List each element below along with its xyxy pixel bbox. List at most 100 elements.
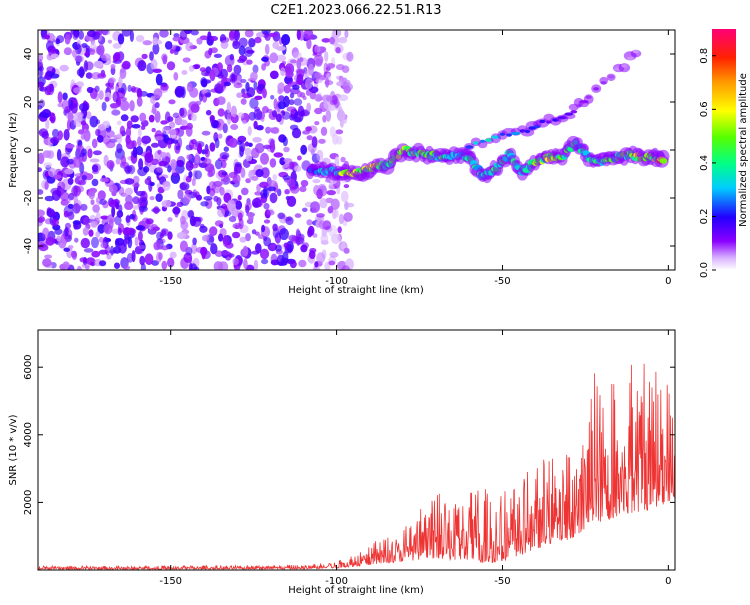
noise-speckle bbox=[44, 254, 52, 259]
noise-speckle bbox=[64, 33, 71, 45]
noise-speckle bbox=[45, 236, 55, 246]
noise-speckle bbox=[228, 31, 235, 41]
noise-speckle bbox=[343, 184, 350, 189]
noise-speckle bbox=[263, 144, 272, 150]
noise-speckle bbox=[248, 211, 254, 223]
noise-speckle bbox=[253, 259, 259, 270]
noise-speckle bbox=[324, 51, 329, 62]
noise-speckle bbox=[85, 111, 92, 120]
noise-speckle bbox=[99, 260, 107, 267]
noise-speckle bbox=[64, 226, 69, 237]
noise-speckle bbox=[237, 212, 243, 222]
noise-speckle bbox=[266, 127, 274, 132]
colorbar-tick-label: 0.6 bbox=[699, 101, 710, 117]
noise-speckle bbox=[316, 188, 323, 200]
noise-speckle bbox=[338, 75, 344, 83]
noise-speckle bbox=[272, 223, 278, 232]
noise-speckle bbox=[121, 60, 131, 70]
noise-speckle bbox=[246, 59, 253, 65]
noise-speckle bbox=[90, 41, 96, 50]
noise-speckle bbox=[338, 213, 344, 225]
noise-speckle bbox=[245, 154, 253, 162]
snr-y-tick-label: 4000 bbox=[23, 422, 34, 447]
noise-speckle bbox=[208, 181, 217, 191]
noise-speckle bbox=[56, 35, 65, 44]
noise-speckle bbox=[250, 175, 259, 181]
noise-speckle bbox=[89, 215, 96, 220]
noise-speckle bbox=[44, 181, 49, 191]
noise-speckle bbox=[325, 197, 334, 204]
noise-speckle bbox=[214, 159, 223, 170]
noise-speckle bbox=[264, 43, 270, 55]
noise-speckle bbox=[78, 103, 89, 112]
noise-speckle bbox=[142, 40, 152, 46]
noise-speckle bbox=[63, 210, 69, 218]
noise-speckle bbox=[64, 106, 71, 114]
noise-speckle bbox=[277, 188, 282, 197]
noise-speckle bbox=[300, 144, 308, 155]
noise-speckle bbox=[214, 137, 220, 149]
noise-speckle bbox=[277, 88, 283, 95]
snr-frame bbox=[37, 329, 676, 571]
noise-speckle bbox=[255, 169, 264, 178]
upper-branch-core bbox=[608, 75, 615, 79]
noise-speckle bbox=[151, 142, 159, 148]
noise-speckle bbox=[218, 261, 229, 270]
noise-speckle bbox=[174, 85, 185, 98]
noise-speckle bbox=[314, 261, 319, 268]
noise-speckle bbox=[261, 63, 266, 71]
noise-speckle bbox=[303, 30, 314, 40]
noise-speckle bbox=[169, 251, 177, 259]
noise-speckle bbox=[88, 229, 94, 237]
noise-speckle bbox=[49, 116, 55, 122]
noise-speckle bbox=[248, 37, 256, 48]
noise-speckle bbox=[226, 101, 232, 114]
snr-y-tick-label: 2000 bbox=[23, 490, 34, 515]
noise-speckle bbox=[140, 125, 146, 130]
noise-speckle bbox=[150, 95, 156, 105]
noise-speckle bbox=[337, 226, 342, 234]
noise-speckle bbox=[172, 112, 180, 119]
noise-speckle bbox=[233, 64, 242, 75]
upper-branch-core bbox=[585, 95, 592, 99]
noise-speckle bbox=[285, 71, 294, 78]
noise-speckle bbox=[38, 209, 45, 217]
noise-speckle bbox=[316, 252, 326, 264]
noise-speckle bbox=[118, 75, 123, 88]
noise-speckle bbox=[169, 48, 175, 54]
noise-speckle bbox=[74, 55, 84, 63]
spectrogram-y-axis-label: Frequency (Hz) bbox=[8, 112, 19, 188]
noise-speckle bbox=[335, 129, 344, 135]
noise-speckle bbox=[71, 49, 78, 58]
noise-speckle bbox=[233, 82, 243, 89]
noise-speckle bbox=[89, 115, 99, 128]
noise-speckle bbox=[329, 36, 336, 45]
noise-speckle bbox=[104, 244, 111, 256]
noise-speckle bbox=[340, 156, 346, 163]
noise-speckle bbox=[153, 88, 163, 99]
noise-speckle bbox=[269, 158, 277, 168]
noise-speckle bbox=[73, 185, 78, 197]
noise-speckle bbox=[72, 220, 81, 226]
snr-x-tick-label: -150 bbox=[159, 576, 182, 587]
noise-speckle bbox=[316, 213, 325, 218]
noise-speckle bbox=[78, 129, 85, 135]
noise-speckle bbox=[261, 258, 269, 265]
noise-speckle bbox=[196, 194, 202, 201]
noise-speckle bbox=[272, 110, 277, 118]
spectrogram-y-tick-label: -20 bbox=[23, 190, 34, 206]
noise-speckle bbox=[160, 151, 167, 159]
noise-speckle bbox=[254, 95, 263, 101]
noise-speckle bbox=[277, 101, 286, 110]
noise-speckle bbox=[288, 161, 295, 170]
noise-speckle bbox=[237, 112, 245, 119]
noise-speckle bbox=[269, 140, 276, 153]
noise-speckle bbox=[208, 166, 216, 177]
noise-speckle bbox=[185, 160, 194, 172]
noise-speckle bbox=[98, 236, 104, 243]
noise-speckle bbox=[143, 166, 150, 173]
noise-speckle bbox=[327, 206, 334, 214]
noise-speckle bbox=[201, 247, 206, 260]
noise-speckle bbox=[247, 125, 252, 136]
noise-speckle bbox=[218, 233, 224, 242]
